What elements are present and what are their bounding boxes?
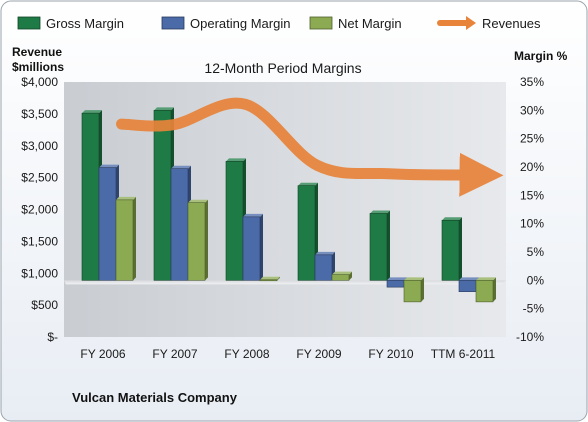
right-axis-tick-label: 20% [520,160,544,174]
revenue-line [116,97,504,197]
left-axis-tick-label: $- [47,330,58,344]
revenue-line-layer [116,97,504,197]
bars [81,107,496,303]
right-axis-tick-label: -5% [523,302,545,316]
legend-item-revenues: Revenues [437,16,541,31]
left-axis-tick-label: $2,500 [21,171,58,185]
left-axis-tick-label: $1,000 [21,266,58,280]
left-axis-tick-label: $500 [31,298,58,312]
category-label: FY 2010 [368,347,413,361]
bar-net-margin [331,271,352,281]
legend-item-operating-margin: Operating Margin [161,16,290,31]
left-axis-tick-label: $4,000 [21,75,58,89]
left-axis-tick-label: $3,000 [21,139,58,153]
right-axis-tick-label: 5% [527,245,545,259]
plot-floor [64,280,506,285]
right-axis-tick-label: 35% [520,75,544,89]
bar-operating-margin [242,213,263,281]
svg-text:Operating Margin: Operating Margin [190,16,290,31]
right-axis-tick-label: 15% [520,188,544,202]
svg-text:Net Margin: Net Margin [338,16,402,31]
right-axis-tick-label: 30% [520,103,544,117]
svg-text:Gross Margin: Gross Margin [46,16,124,31]
chart-title: 12-Month Period Margins [204,60,361,76]
legend: Gross Margin Operating Margin Net Margin Re… [17,16,541,31]
axes: $- $500 $1,000 $1,500 $2,000 $2,500 $3,000 $3,5… [21,75,544,361]
left-axis-tick-label: $3,500 [21,107,58,121]
bar-net-margin [403,277,424,303]
bar-net-margin [115,196,136,281]
legend-item-net-margin: Net Margin [309,16,402,31]
right-axis-title: Margin % [514,49,568,63]
svg-text:Revenues: Revenues [482,16,541,31]
bar-gross-margin [441,217,462,281]
right-axis-tick-label: 10% [520,217,544,231]
category-label: FY 2007 [152,347,197,361]
right-axis-tick-label: -10% [516,330,544,344]
left-axis-title-line2: $millions [12,60,64,74]
legend-item-gross-margin: Gross Margin [17,16,124,31]
company-name: Vulcan Materials Company [72,390,238,405]
right-axis-tick-label: 0% [527,273,545,287]
left-axis-tick-label: $2,000 [21,203,58,217]
category-label: FY 2008 [224,347,269,361]
category-label: FY 2006 [80,347,125,361]
bar-net-margin [187,199,208,281]
category-label: FY 2009 [296,347,341,361]
left-axis-tick-label: $1,500 [21,234,58,248]
bar-net-margin [475,277,496,303]
right-axis-tick-label: 25% [520,132,544,146]
bar-gross-margin [369,210,390,281]
category-label: TTM 6-2011 [431,347,496,361]
bar-net-margin [259,276,280,282]
left-axis-title-line1: Revenue [12,45,62,59]
